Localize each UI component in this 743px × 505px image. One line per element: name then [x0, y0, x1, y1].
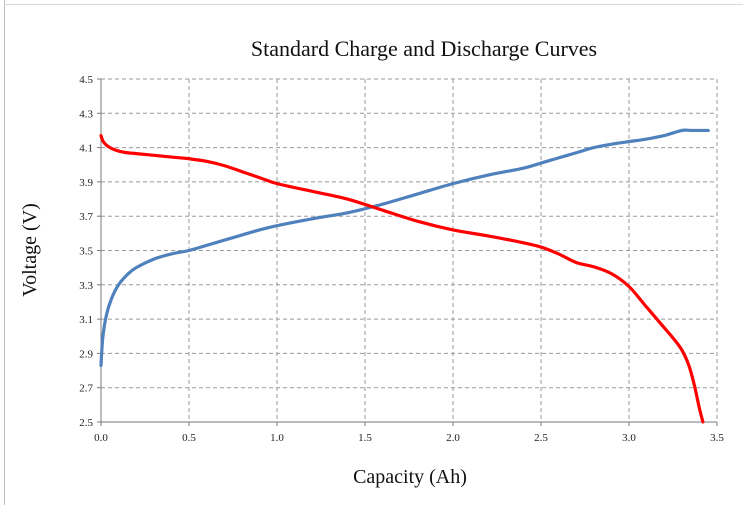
y-tick-label: 2.9 [79, 348, 93, 360]
y-tick-label: 3.5 [79, 246, 93, 258]
x-tick-label: 2.5 [534, 432, 548, 444]
left-border [4, 0, 5, 505]
y-tick-label: 3.9 [79, 177, 93, 189]
series-layer [99, 128, 710, 424]
y-tick-label: 4.5 [79, 74, 93, 86]
y-axis-title: Voltage (V) [19, 203, 41, 297]
y-tick-label: 2.7 [79, 383, 93, 395]
y-tick-label: 3.3 [79, 280, 93, 292]
blue-series-line [99, 128, 710, 368]
y-tick-label: 3.7 [79, 211, 93, 223]
x-axis-title: Capacity (Ah) [353, 466, 467, 488]
x-tick-label: 0.5 [182, 432, 196, 444]
chart-title: Standard Charge and Discharge Curves [251, 36, 597, 61]
y-tick-label: 3.1 [79, 314, 93, 326]
x-tick-label: 3.0 [622, 432, 636, 444]
top-border [4, 4, 743, 5]
y-tick-label: 4.3 [79, 108, 93, 120]
x-tick-label: 2.0 [446, 432, 460, 444]
x-tick-label: 0.0 [94, 432, 108, 444]
x-tick-label: 1.5 [358, 432, 372, 444]
tick-label-layer: 0.0 0.5 1.0 1.5 2.0 2.5 3.0 3.5 2.5 2.7 2.9 3.1 3.3 3… [79, 74, 724, 444]
x-tick-label: 3.5 [710, 432, 724, 444]
y-tick-label: 4.1 [79, 143, 93, 155]
red-series-line [99, 133, 705, 424]
x-tick-label: 1.0 [270, 432, 284, 444]
grid-layer [101, 78, 717, 422]
y-tick-label: 2.5 [79, 417, 93, 429]
axis-layer [97, 78, 718, 426]
